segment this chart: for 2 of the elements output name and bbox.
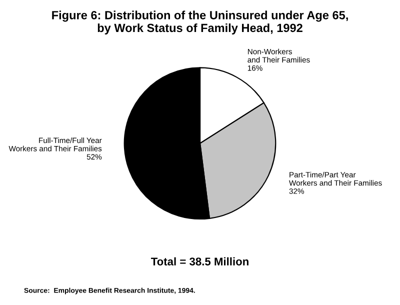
text: Total = 38.5 Million [150, 257, 248, 266]
chart-title: Figure 6: Distribution of the Uninsured under Age 65, by Work Status of Family Head, 1992 [52, 10, 348, 34]
